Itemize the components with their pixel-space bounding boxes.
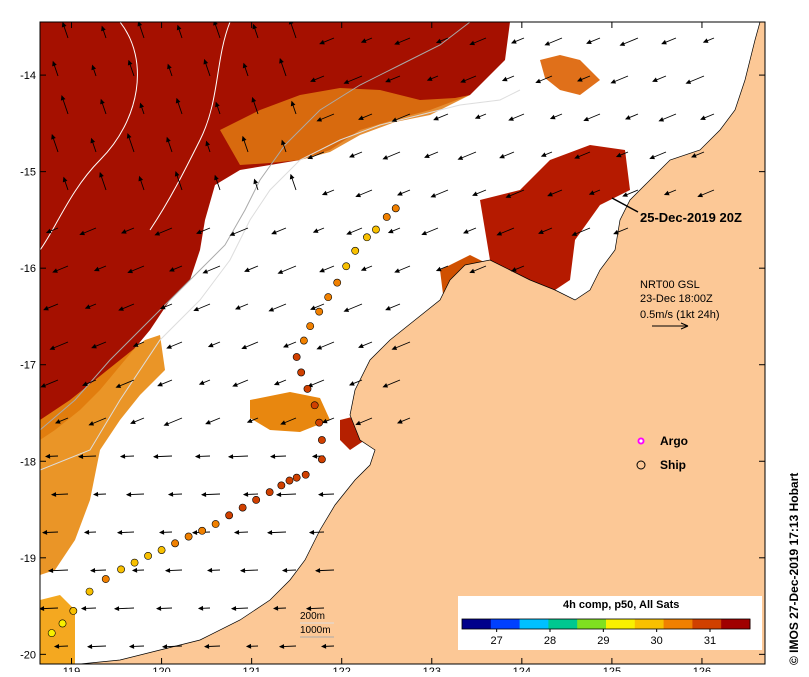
depth-200-label: 200m — [300, 611, 325, 622]
ship-obs-point — [239, 504, 246, 511]
current-scale: 0.5m/s (1kt 24h) — [640, 309, 719, 321]
x-tick-label: 122 — [333, 666, 351, 672]
colorbar-segment — [664, 619, 693, 629]
x-tick-label: 123 — [423, 666, 441, 672]
ship-obs-point — [300, 337, 307, 344]
ship-obs-point — [117, 566, 124, 573]
colorbar-tick-label: 27 — [491, 635, 503, 647]
x-tick-label: 126 — [693, 666, 711, 672]
colorbar-tick-label: 30 — [651, 635, 663, 647]
ship-obs-point — [392, 205, 399, 212]
argo-legend-marker — [638, 438, 645, 445]
ship-obs-point — [293, 474, 300, 481]
colorbar-tick-label: 29 — [597, 635, 609, 647]
current-time: 23-Dec 18:00Z — [640, 293, 713, 305]
ship-obs-point — [70, 607, 77, 614]
y-tick-label: -14 — [20, 70, 36, 82]
colorbar-segment — [606, 619, 635, 629]
ship-obs-point — [266, 489, 273, 496]
ship-obs-point — [102, 575, 109, 582]
date-label: 25-Dec-2019 20Z — [640, 210, 742, 225]
ship-obs-point — [372, 226, 379, 233]
ship-obs-point — [307, 323, 314, 330]
ship-obs-point — [352, 247, 359, 254]
colorbar-segment — [577, 619, 606, 629]
colorbar-segment — [462, 619, 491, 629]
ship-obs-point — [212, 520, 219, 527]
ship-obs-point — [158, 546, 165, 553]
ship-obs-point — [278, 482, 285, 489]
sst-field-southwest — [40, 595, 75, 664]
ship-obs-point — [293, 353, 300, 360]
x-tick-label: 125 — [603, 666, 621, 672]
ship-obs-point — [199, 527, 206, 534]
y-tick-label: -16 — [20, 263, 36, 275]
ship-obs-point — [318, 456, 325, 463]
y-tick-label: -15 — [20, 167, 36, 179]
colorbar-segment — [692, 619, 721, 629]
colorbar-segment — [520, 619, 549, 629]
ship-obs-point — [363, 234, 370, 241]
ship-obs-point — [311, 402, 318, 409]
x-tick-label: 119 — [63, 666, 81, 672]
ship-obs-point — [144, 552, 151, 559]
ship-obs-point — [253, 496, 260, 503]
y-tick-label: -20 — [20, 649, 36, 661]
colorbar-segment — [721, 619, 750, 629]
ship-obs-point — [59, 620, 66, 627]
x-tick-label: 124 — [513, 666, 531, 672]
credit-text: © IMOS 27-Dec-2019 17:13 Hobart — [787, 473, 801, 665]
ship-obs-point — [298, 369, 305, 376]
ship-obs-point — [286, 477, 293, 484]
colorbar-segment — [548, 619, 577, 629]
ship-obs-point — [383, 213, 390, 220]
y-tick-label: -18 — [20, 456, 36, 468]
ship-obs-point — [131, 559, 138, 566]
ship-obs-point — [302, 471, 309, 478]
x-tick-label: 121 — [242, 666, 260, 672]
y-tick-label: -19 — [20, 553, 36, 565]
ship-obs-point — [334, 279, 341, 286]
ship-obs-point — [48, 630, 55, 637]
ship-obs-point — [304, 385, 311, 392]
ship-obs-point — [226, 512, 233, 519]
x-tick-label: 120 — [152, 666, 170, 672]
depth-1000-label: 1000m — [300, 625, 331, 636]
colorbar-tick-label: 28 — [544, 635, 556, 647]
ship-obs-point — [343, 263, 350, 270]
colorbar-segment — [491, 619, 520, 629]
colorbar-title: 4h comp, p50, All Sats — [563, 599, 679, 611]
current-source: NRT00 GSL — [640, 279, 700, 291]
ship-obs-point — [171, 540, 178, 547]
ship-obs-point — [316, 308, 323, 315]
y-tick-label: -17 — [20, 360, 36, 372]
ship-legend-label: Ship — [660, 458, 686, 472]
ship-obs-point — [86, 588, 93, 595]
ship-obs-point — [185, 533, 192, 540]
colorbar-segment — [635, 619, 664, 629]
ship-obs-point — [318, 436, 325, 443]
ship-obs-point — [325, 294, 332, 301]
argo-legend-label: Argo — [660, 434, 688, 448]
ship-obs-point — [316, 419, 323, 426]
colorbar-tick-label: 31 — [704, 635, 716, 647]
